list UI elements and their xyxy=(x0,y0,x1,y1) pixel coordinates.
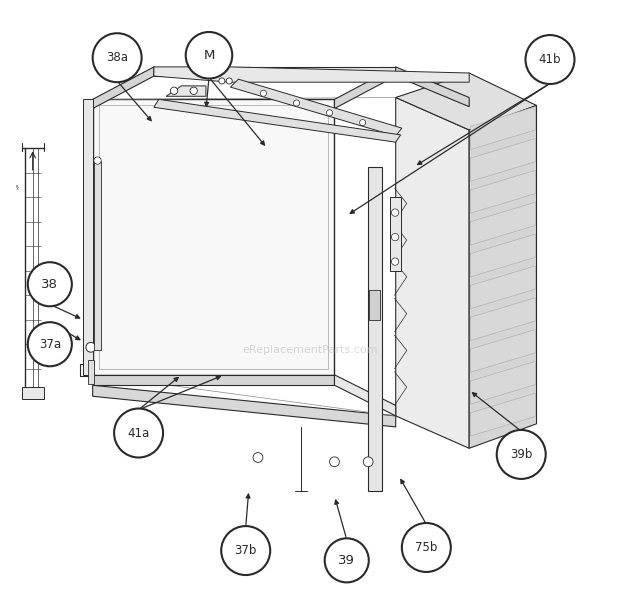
Text: 39b: 39b xyxy=(510,448,533,461)
Text: eReplacementParts.com: eReplacementParts.com xyxy=(242,346,378,355)
Polygon shape xyxy=(471,138,535,181)
Polygon shape xyxy=(471,106,535,149)
Polygon shape xyxy=(396,73,536,130)
Circle shape xyxy=(293,100,299,106)
Polygon shape xyxy=(22,387,43,399)
Polygon shape xyxy=(92,385,396,427)
Polygon shape xyxy=(154,67,469,82)
Text: 38a: 38a xyxy=(106,51,128,64)
Circle shape xyxy=(92,33,141,82)
Polygon shape xyxy=(396,67,469,106)
Circle shape xyxy=(219,78,225,84)
Text: 41b: 41b xyxy=(539,53,561,66)
Circle shape xyxy=(391,209,399,216)
Polygon shape xyxy=(471,170,535,213)
Text: 39: 39 xyxy=(339,554,355,567)
Circle shape xyxy=(186,32,232,79)
Circle shape xyxy=(226,78,232,84)
Bar xyxy=(370,290,381,320)
Polygon shape xyxy=(92,67,154,108)
Polygon shape xyxy=(334,67,396,108)
Polygon shape xyxy=(92,100,334,375)
Circle shape xyxy=(526,35,575,84)
Polygon shape xyxy=(471,362,535,404)
Polygon shape xyxy=(471,393,535,436)
Text: 37b: 37b xyxy=(234,544,257,557)
Polygon shape xyxy=(334,375,396,416)
Circle shape xyxy=(327,109,333,116)
Polygon shape xyxy=(471,330,535,373)
Circle shape xyxy=(28,262,72,306)
Polygon shape xyxy=(471,266,535,309)
Polygon shape xyxy=(389,197,401,271)
Circle shape xyxy=(330,457,339,467)
Text: §: § xyxy=(16,184,19,189)
Circle shape xyxy=(260,90,267,97)
Polygon shape xyxy=(471,298,535,341)
Circle shape xyxy=(221,526,270,575)
Polygon shape xyxy=(166,86,206,97)
Polygon shape xyxy=(368,167,383,491)
Polygon shape xyxy=(469,105,536,448)
Circle shape xyxy=(253,453,263,462)
Polygon shape xyxy=(154,100,401,142)
Polygon shape xyxy=(231,79,402,136)
Circle shape xyxy=(391,258,399,265)
Circle shape xyxy=(402,523,451,572)
Text: 75b: 75b xyxy=(415,541,438,554)
Text: 38: 38 xyxy=(42,278,58,291)
Circle shape xyxy=(325,538,369,582)
Circle shape xyxy=(363,457,373,467)
Text: 37a: 37a xyxy=(38,338,61,351)
Circle shape xyxy=(114,408,163,458)
Polygon shape xyxy=(396,98,469,448)
Polygon shape xyxy=(154,67,396,76)
Polygon shape xyxy=(84,100,92,375)
Polygon shape xyxy=(471,234,535,277)
Polygon shape xyxy=(89,360,94,384)
Polygon shape xyxy=(471,202,535,245)
Circle shape xyxy=(170,87,178,95)
Circle shape xyxy=(94,157,101,164)
Circle shape xyxy=(190,87,197,95)
Polygon shape xyxy=(92,375,334,385)
Circle shape xyxy=(86,343,95,352)
Text: 41a: 41a xyxy=(128,427,149,440)
Polygon shape xyxy=(94,161,100,351)
Text: M: M xyxy=(203,49,215,62)
Circle shape xyxy=(497,430,546,479)
Circle shape xyxy=(360,119,366,125)
Circle shape xyxy=(391,234,399,240)
Circle shape xyxy=(28,322,72,367)
